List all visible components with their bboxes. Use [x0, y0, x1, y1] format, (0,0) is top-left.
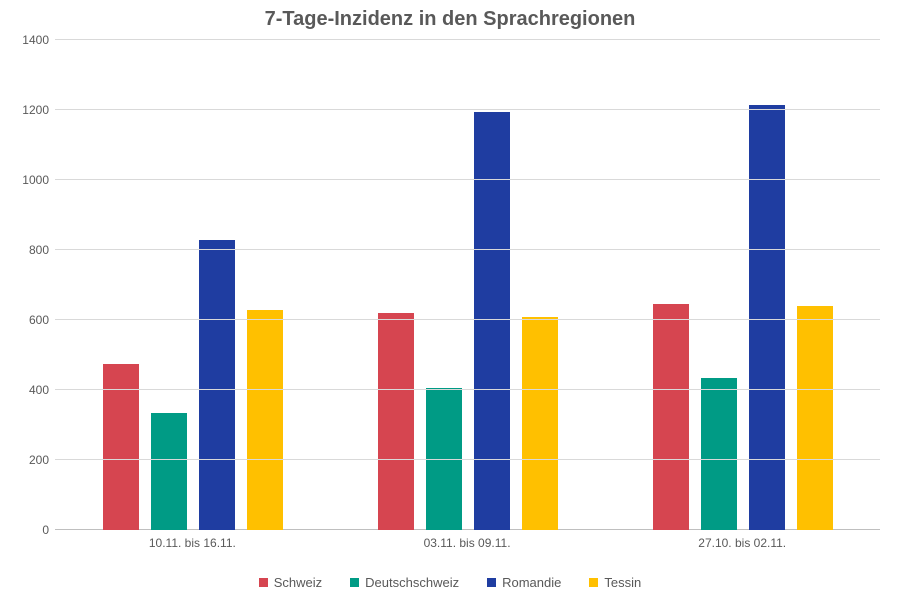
bar-group — [103, 40, 283, 530]
gridline — [55, 249, 880, 250]
legend-item: Schweiz — [259, 575, 322, 590]
legend-swatch — [589, 578, 598, 587]
bar — [199, 240, 235, 531]
gridline — [55, 459, 880, 460]
bar-group — [378, 40, 558, 530]
bar — [749, 105, 785, 530]
y-tick-label: 1200 — [22, 103, 49, 117]
legend-item: Deutschschweiz — [350, 575, 459, 590]
bar — [701, 378, 737, 530]
gridline — [55, 319, 880, 320]
plot-wrap: 0200400600800100012001400 10.11. bis 16.… — [55, 40, 880, 530]
legend: Schweiz Deutschschweiz Romandie Tessin — [0, 575, 900, 590]
legend-label: Romandie — [502, 575, 561, 590]
bar — [797, 306, 833, 530]
legend-label: Deutschschweiz — [365, 575, 459, 590]
x-tick-label: 10.11. bis 16.11. — [149, 536, 236, 550]
legend-swatch — [350, 578, 359, 587]
y-tick-label: 400 — [29, 383, 49, 397]
y-tick-label: 1400 — [22, 33, 49, 47]
bar-group — [653, 40, 833, 530]
legend-label: Tessin — [604, 575, 641, 590]
y-tick-label: 1000 — [22, 173, 49, 187]
chart-container: 7-Tage-Inzidenz in den Sprachregionen 02… — [0, 0, 900, 600]
gridline — [55, 179, 880, 180]
bar — [522, 317, 558, 531]
gridline — [55, 109, 880, 110]
legend-item: Tessin — [589, 575, 641, 590]
bar — [474, 112, 510, 530]
bar — [653, 304, 689, 530]
gridline — [55, 389, 880, 390]
legend-swatch — [259, 578, 268, 587]
legend-label: Schweiz — [274, 575, 322, 590]
legend-swatch — [487, 578, 496, 587]
y-tick-label: 200 — [29, 453, 49, 467]
gridline — [55, 39, 880, 40]
y-tick-label: 600 — [29, 313, 49, 327]
x-tick-label: 27.10. bis 02.11. — [698, 536, 786, 550]
plot-area: 0200400600800100012001400 — [55, 40, 880, 530]
x-tick-label: 03.11. bis 09.11. — [424, 536, 511, 550]
x-axis-labels: 10.11. bis 16.11. 03.11. bis 09.11. 27.10.… — [55, 536, 880, 550]
bar-groups — [55, 40, 880, 530]
y-tick-label: 0 — [42, 523, 49, 537]
y-tick-label: 800 — [29, 243, 49, 257]
bar — [378, 313, 414, 530]
chart-title: 7-Tage-Inzidenz in den Sprachregionen — [0, 0, 900, 35]
bar — [151, 413, 187, 530]
legend-item: Romandie — [487, 575, 561, 590]
bar — [247, 310, 283, 531]
